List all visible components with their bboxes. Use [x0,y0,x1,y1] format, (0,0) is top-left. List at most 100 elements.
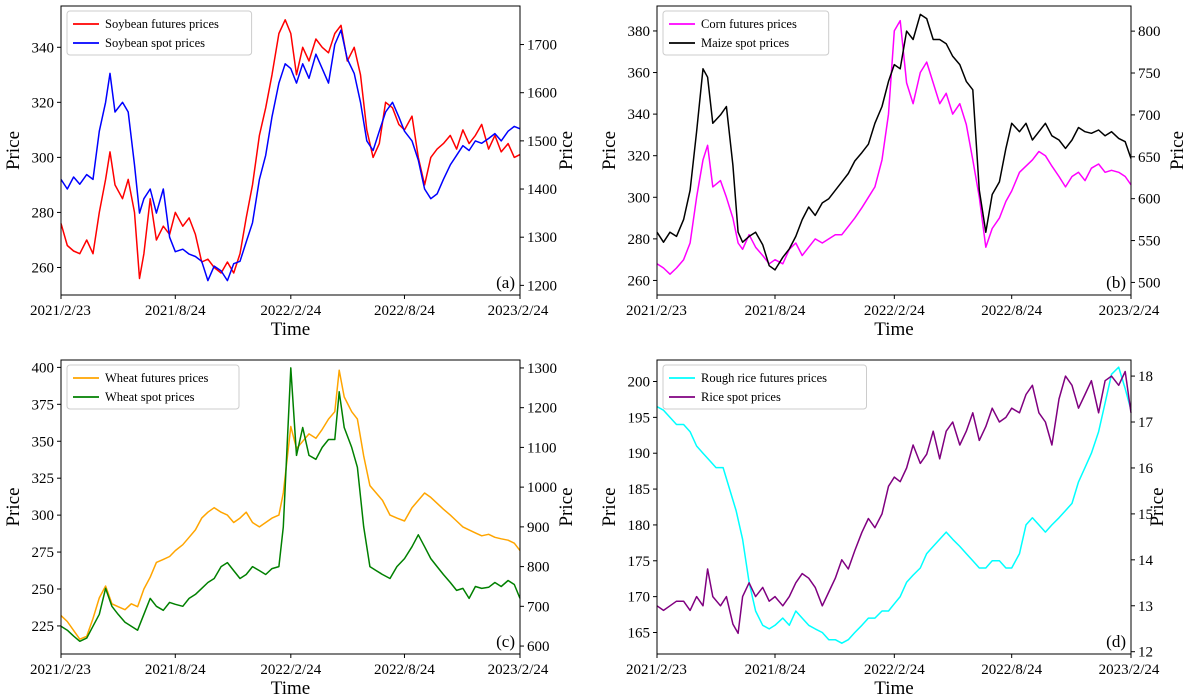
y-tick-label-left: 320 [628,149,651,165]
legend-entry: Rough rice futures prices [701,371,827,385]
y-tick-label-left: 350 [32,434,55,450]
y-axis-label-right: Price [1147,487,1168,526]
legend: Corn futures prices Maize spot prices [662,10,830,56]
x-tick-label: 2023/2/24 [488,662,549,678]
x-tick-label: 2021/2/23 [30,662,91,678]
y-tick-label-left: 185 [628,482,651,498]
y-tick-label-right: 1700 [527,38,557,54]
y-axis-label-left: Price [599,131,620,170]
y-tick-label-right: 12 [1138,645,1153,661]
y-tick-label-right: 18 [1138,369,1153,385]
y-tick-label-left: 340 [32,40,55,56]
x-tick-label: 2021/2/23 [30,303,91,319]
x-tick-label: 2022/8/24 [981,662,1042,678]
x-axis-label: Time [271,319,310,340]
y-tick-label-right: 750 [1138,66,1161,82]
y-tick-label-left: 190 [628,446,651,462]
legend-box [66,10,253,56]
series-line-soybean-spot-prices [60,29,521,282]
x-tick-label: 2022/8/24 [374,303,435,319]
y-tick-label-right: 1500 [527,134,557,150]
x-tick-label: 2023/2/24 [1099,303,1160,319]
y-tick-label-right: 13 [1138,599,1153,615]
y-tick-label-right: 14 [1138,553,1154,569]
y-axis-label-right: Price [556,131,577,170]
y-tick-label-right: 15 [1138,507,1153,523]
x-tick-label: 2021/8/24 [745,662,806,678]
x-tick-label: 2022/2/24 [260,303,321,319]
series-line-corn-futures-prices [656,19,1132,275]
y-tick-label-right: 1300 [527,230,557,246]
y-tick-label-left: 360 [628,66,651,82]
y-tick-label-left: 200 [628,375,651,391]
x-tick-label: 2022/2/24 [864,662,925,678]
y-tick-label-right: 800 [527,560,550,576]
x-tick-label: 2022/2/24 [864,303,925,319]
y-tick-label-left: 170 [628,590,651,606]
legend-box [662,364,867,410]
series-line-maize-spot-prices [656,13,1132,271]
y-tick-label-right: 550 [1138,234,1161,250]
y-tick-label-right: 1200 [527,278,557,294]
y-tick-label-left: 300 [628,190,651,206]
y-tick-label-right: 700 [527,599,550,615]
x-axis-label: Time [874,319,913,340]
y-tick-label-right: 600 [527,639,550,655]
y-tick-label-left: 175 [628,554,651,570]
panel-label: (d) [1106,632,1126,651]
y-tick-label-right: 1100 [527,440,556,456]
y-tick-label-left: 225 [32,619,55,635]
legend-entry: Rice spot prices [701,390,781,404]
y-tick-label-right: 1300 [527,361,557,377]
chart-panel-3: 2021/2/23 2021/8/24 2022/2/24 2022/8/24 2023… [3,359,577,699]
series-line-wheat-futures-prices [60,369,521,640]
y-tick-label-right: 900 [527,520,550,536]
y-tick-label-right: 1600 [527,86,557,102]
y-tick-label-left: 400 [32,360,55,376]
panel-label: (b) [1106,273,1126,292]
y-tick-label-left: 340 [628,107,651,123]
legend-entry: Wheat futures prices [105,371,209,385]
y-tick-label-right: 700 [1138,108,1161,124]
x-tick-label: 2023/2/24 [1099,662,1160,678]
y-tick-label-right: 600 [1138,192,1161,208]
legend-box [662,10,830,56]
x-tick-label: 2022/8/24 [981,303,1042,319]
chart-panel-2: 2021/2/23 2021/8/24 2022/2/24 2022/8/24 2023… [599,5,1187,340]
series-line-soybean-futures-prices [60,19,521,280]
y-tick-label-left: 165 [628,625,651,641]
series-line-rice-spot-prices [656,370,1132,635]
series-line-wheat-spot-prices [60,367,521,643]
legend-entry: Corn futures prices [701,17,797,31]
y-tick-label-left: 180 [628,518,651,534]
y-tick-label-right: 1000 [527,480,557,496]
y-tick-label-left: 275 [32,545,55,561]
x-tick-label: 2022/2/24 [260,662,321,678]
y-axis-label-left: Price [599,487,620,526]
y-tick-label-left: 260 [32,260,55,276]
y-tick-label-right: 1400 [527,182,557,198]
y-tick-label-left: 260 [628,273,651,289]
chart-panel-4: 2021/2/23 2021/8/24 2022/2/24 2022/8/24 2023… [599,359,1168,699]
y-tick-label-right: 800 [1138,24,1161,40]
legend: Soybean futures prices Soybean spot price… [66,10,253,56]
legend: Wheat futures prices Wheat spot prices [66,364,240,410]
legend-entry: Wheat spot prices [105,390,195,404]
y-tick-label-left: 380 [628,24,651,40]
y-axis-label-left: Price [3,487,24,526]
y-tick-label-right: 650 [1138,150,1161,166]
y-axis-label-left: Price [3,131,24,170]
chart-panel-1: 2021/2/23 2021/8/24 2022/2/24 2022/8/24 2023… [3,5,577,340]
x-tick-label: 2022/8/24 [374,662,435,678]
x-tick-label: 2021/2/23 [626,303,687,319]
series-line-rough-rice-futures-prices [656,366,1132,644]
y-tick-label-right: 1200 [527,401,557,417]
x-axis-label: Time [874,678,913,699]
y-tick-label-left: 280 [628,232,651,248]
y-axis-label-right: Price [1167,131,1187,170]
y-tick-label-right: 16 [1138,461,1154,477]
legend-entry: Soybean spot prices [105,36,205,50]
y-tick-label-left: 375 [32,397,55,413]
x-axis-label: Time [271,678,310,699]
